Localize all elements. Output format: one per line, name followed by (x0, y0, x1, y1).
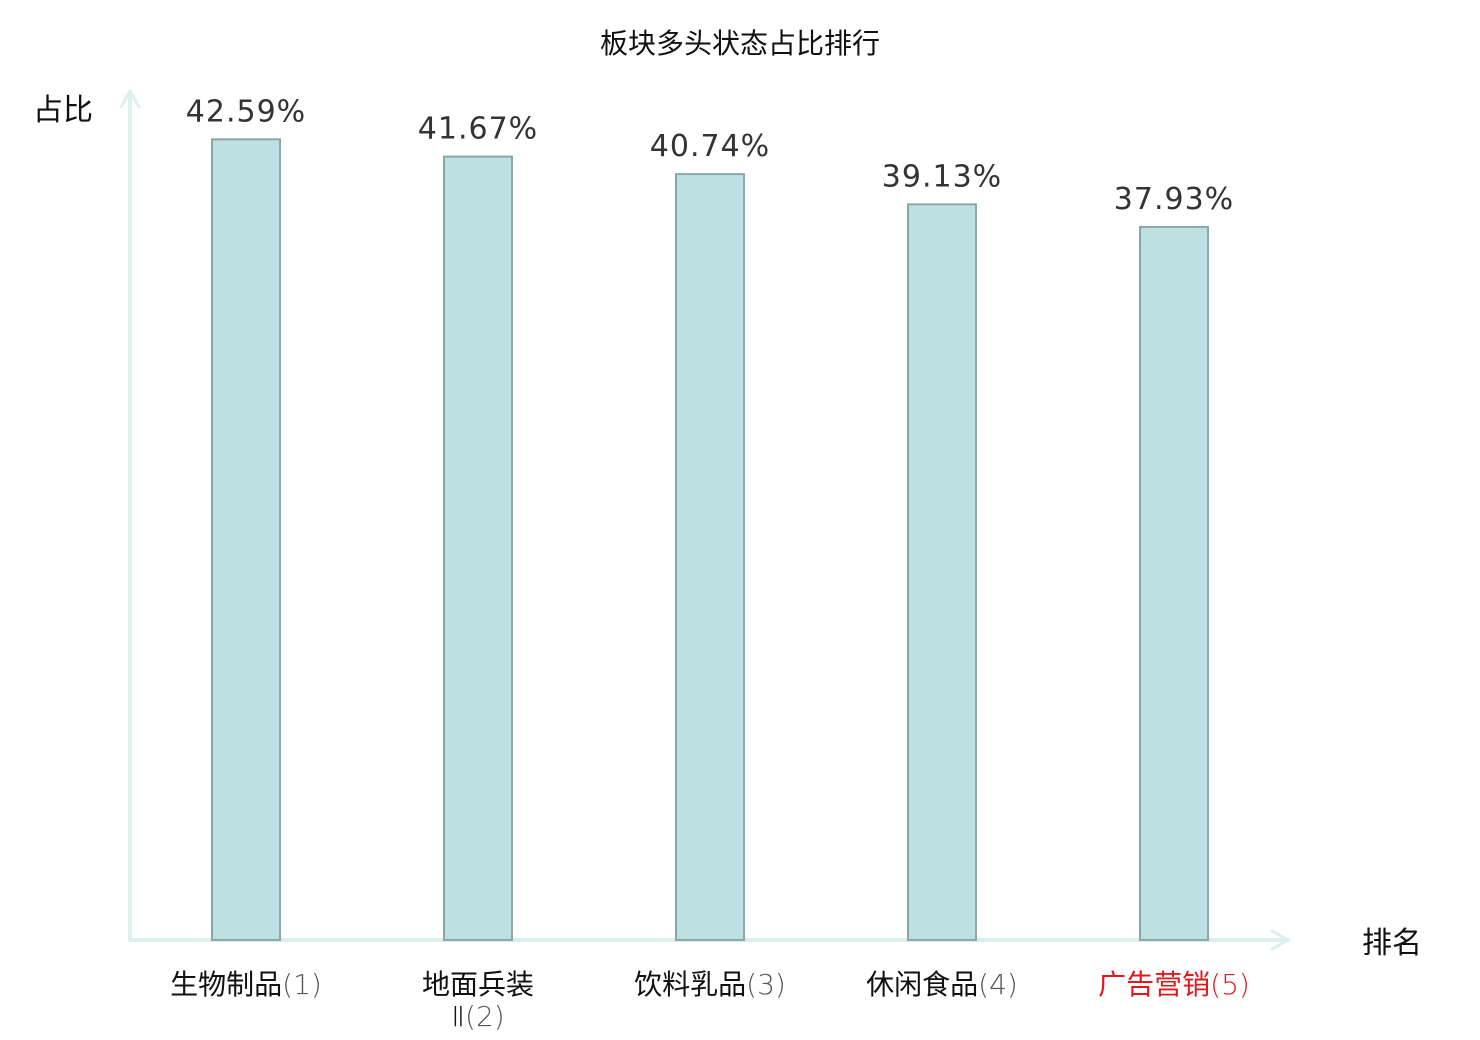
bars-group (211, 138, 1209, 942)
data-label-5: 37.93% (1114, 182, 1234, 217)
category-rank: (3) (746, 968, 786, 1001)
category-label-1: 生物制品(1) (170, 968, 322, 1001)
bar-2 (443, 155, 513, 941)
category-name: 地面兵装 (422, 968, 534, 1001)
y-axis-label: 占比 (33, 93, 93, 128)
category-name: 生物制品 (170, 968, 282, 1001)
bar-3 (675, 173, 745, 941)
value-labels-group: 42.59% 41.67% 40.74% 39.13% 37.93% (186, 94, 1234, 217)
category-name-suffix: Ⅱ (451, 1000, 465, 1033)
category-rank: (5) (1210, 968, 1250, 1001)
category-name: 广告营销 (1098, 968, 1210, 1001)
chart-title: 板块多头状态占比排行 (600, 27, 880, 60)
category-label-5: 广告营销(5) (1098, 968, 1250, 1001)
data-label-4: 39.13% (882, 159, 1002, 194)
bar-4 (907, 203, 977, 941)
x-axis-arrow (1270, 929, 1290, 951)
bar-5 (1139, 225, 1209, 941)
data-label-2: 41.67% (418, 112, 538, 147)
data-label-1: 42.59% (186, 94, 306, 129)
category-label-line2-2: Ⅱ(2) (451, 1000, 504, 1033)
category-label-4: 休闲食品(4) (866, 968, 1018, 1001)
bar-1 (211, 138, 281, 942)
category-rank: (2) (465, 1000, 505, 1033)
category-label-3: 饮料乳品(3) (634, 968, 786, 1001)
category-name: 饮料乳品 (634, 968, 746, 1001)
x-axis-label: 排名 (1362, 926, 1422, 961)
category-rank: (4) (978, 968, 1018, 1001)
category-label-2: 地面兵装 (422, 968, 534, 1001)
category-rank: (1) (282, 968, 322, 1001)
y-axis-arrow (119, 89, 141, 109)
category-name: 休闲食品 (866, 968, 978, 1001)
data-label-3: 40.74% (650, 129, 770, 164)
